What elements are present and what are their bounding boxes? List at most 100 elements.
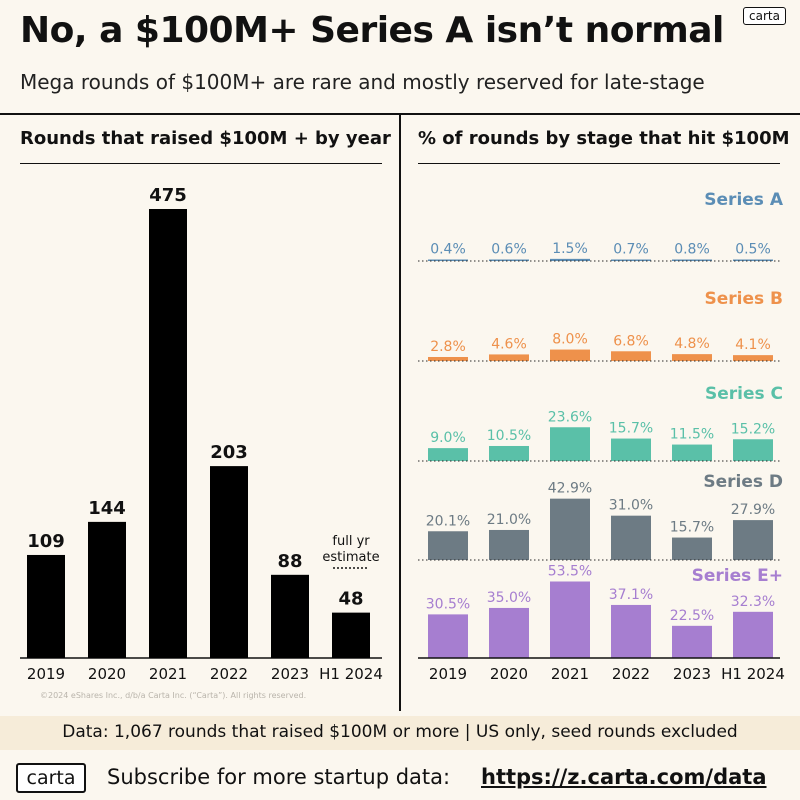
series-name-label: Series E+ bbox=[692, 566, 783, 586]
series-name-label: Series B bbox=[704, 289, 783, 309]
bar-0-1 bbox=[489, 259, 529, 261]
bar-value-label: 0.4% bbox=[430, 242, 466, 258]
data-note: Data: 1,067 rounds that raised $100M or … bbox=[62, 722, 738, 742]
bar-value-label: 48 bbox=[338, 589, 363, 610]
x-tick-label: 2021 bbox=[149, 665, 187, 683]
x-tick-label: 2023 bbox=[271, 665, 309, 683]
bar-0-0 bbox=[428, 259, 468, 261]
bar-value-label: 8.0% bbox=[552, 332, 588, 348]
bar-3-1 bbox=[489, 529, 529, 560]
bar-1-5 bbox=[733, 355, 773, 361]
left-panel-title: Rounds that raised $100M + by year bbox=[20, 128, 391, 149]
bar-value-label: 31.0% bbox=[609, 498, 653, 514]
bar-value-label: 88 bbox=[277, 551, 302, 572]
series-name-label: Series A bbox=[704, 190, 784, 210]
bar-4-3 bbox=[611, 604, 651, 658]
bar-2-5 bbox=[733, 439, 773, 461]
bar-3 bbox=[210, 466, 248, 658]
panel-divider bbox=[399, 113, 401, 711]
bar-2-3 bbox=[611, 438, 651, 461]
bar-1-4 bbox=[672, 354, 712, 361]
bar-4-0 bbox=[428, 614, 468, 658]
right-panel-rule bbox=[418, 163, 780, 164]
x-tick-label: 2022 bbox=[210, 665, 248, 683]
bar-value-label: 4.6% bbox=[491, 336, 527, 352]
bar-value-label: 32.3% bbox=[731, 594, 775, 610]
footer bbox=[0, 750, 800, 800]
stage-percent-chart: Series A 0.4% 0.6% 1.5% 0.7% 0.8% 0.5% Series B… bbox=[418, 190, 785, 683]
carta-logo[interactable]: carta bbox=[16, 763, 86, 793]
bar-value-label: 4.8% bbox=[674, 336, 710, 352]
bar-0-2 bbox=[550, 258, 590, 261]
x-tick-label: 2020 bbox=[490, 665, 528, 683]
bar-2-1 bbox=[489, 445, 529, 461]
bar-0-4 bbox=[672, 259, 712, 261]
bar-0-5 bbox=[733, 259, 773, 261]
left-panel-rule bbox=[20, 163, 382, 164]
bar-value-label: 11.5% bbox=[670, 427, 714, 443]
bar-2-2 bbox=[550, 427, 590, 461]
x-tick-label: 2021 bbox=[551, 665, 589, 683]
bar-2-4 bbox=[672, 444, 712, 461]
right-panel-title: % of rounds by stage that hit $100M bbox=[418, 128, 790, 149]
bar-3-2 bbox=[550, 498, 590, 560]
bar-value-label: 35.0% bbox=[487, 590, 531, 606]
bar-value-label: 20.1% bbox=[426, 513, 470, 529]
bar-value-label: 42.9% bbox=[548, 481, 592, 497]
estimate-note-line2: estimate bbox=[322, 550, 379, 565]
bar-value-label: 1.5% bbox=[552, 241, 588, 257]
x-tick-label: 2019 bbox=[429, 665, 467, 683]
x-tick-label: H1 2024 bbox=[319, 665, 383, 683]
bar-4-2 bbox=[550, 581, 590, 658]
bar-value-label: 0.6% bbox=[491, 242, 527, 258]
x-tick-label: 2022 bbox=[612, 665, 650, 683]
carta-badge: carta bbox=[743, 7, 786, 25]
chart-subtitle: Mega rounds of $100M+ are rare and mostl… bbox=[20, 70, 705, 94]
bar-2 bbox=[149, 209, 187, 658]
bar-value-label: 0.7% bbox=[613, 242, 649, 258]
bar-value-label: 109 bbox=[27, 531, 65, 552]
bar-value-label: 475 bbox=[149, 185, 187, 206]
estimate-note-line1: full yr bbox=[332, 534, 370, 549]
copyright-notice: ©2024 eShares Inc., d/b/a Carta Inc. (“C… bbox=[40, 691, 307, 700]
yearly-rounds-chart: 109 2019 144 2020 475 2021 203 2022 88 2023 48 H1 2… bbox=[20, 185, 383, 683]
bar-value-label: 0.8% bbox=[674, 242, 710, 258]
bar-value-label: 53.5% bbox=[548, 563, 592, 579]
bar-value-label: 21.0% bbox=[487, 512, 531, 528]
bar-1-0 bbox=[428, 356, 468, 361]
bar-4-4 bbox=[672, 625, 712, 658]
bar-value-label: 6.8% bbox=[613, 333, 649, 349]
bar-2-0 bbox=[428, 448, 468, 461]
bar-value-label: 144 bbox=[88, 498, 126, 519]
bar-3-3 bbox=[611, 515, 651, 560]
bar-1-2 bbox=[550, 349, 590, 361]
x-tick-label: H1 2024 bbox=[721, 665, 785, 683]
bar-value-label: 15.7% bbox=[670, 520, 714, 536]
data-note-band bbox=[0, 716, 800, 750]
bar-1-3 bbox=[611, 351, 651, 361]
x-tick-label: 2019 bbox=[27, 665, 65, 683]
series-name-label: Series D bbox=[703, 472, 783, 492]
bar-4-1 bbox=[489, 607, 529, 658]
bar-value-label: 9.0% bbox=[430, 430, 466, 446]
subscribe-link[interactable]: https://z.carta.com/data bbox=[481, 765, 767, 789]
bar-value-label: 22.5% bbox=[670, 608, 714, 624]
bar-3-0 bbox=[428, 531, 468, 560]
chart-title: No, a $100M+ Series A isn’t normal bbox=[20, 10, 724, 51]
series-name-label: Series C bbox=[705, 384, 783, 404]
bar-1-1 bbox=[489, 354, 529, 361]
bar-value-label: 4.1% bbox=[735, 337, 771, 353]
bar-4 bbox=[271, 574, 309, 658]
bar-value-label: 37.1% bbox=[609, 587, 653, 603]
bar-0 bbox=[27, 554, 65, 658]
bar-0-3 bbox=[611, 259, 651, 261]
bar-value-label: 10.5% bbox=[487, 428, 531, 444]
x-tick-label: 2020 bbox=[88, 665, 126, 683]
bar-value-label: 2.8% bbox=[430, 339, 466, 355]
bar-value-label: 15.7% bbox=[609, 421, 653, 437]
bar-value-label: 30.5% bbox=[426, 596, 470, 612]
bar-3-4 bbox=[672, 537, 712, 560]
bar-value-label: 23.6% bbox=[548, 409, 592, 425]
bar-5 bbox=[332, 612, 370, 658]
x-tick-label: 2023 bbox=[673, 665, 711, 683]
